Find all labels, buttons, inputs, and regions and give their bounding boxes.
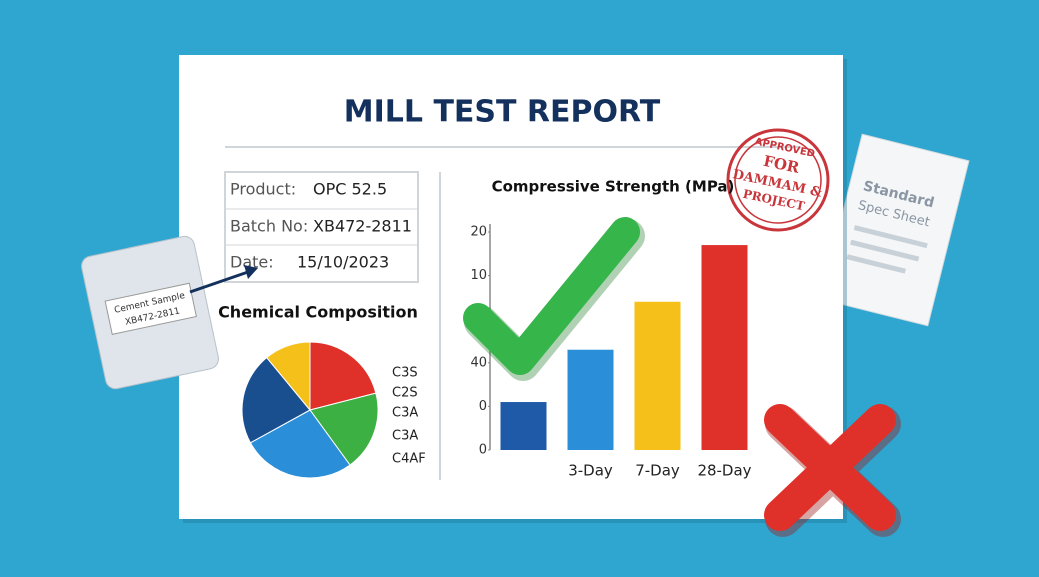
x-tick-label: 3-Day [568,462,613,480]
bar [567,349,614,450]
pie-slice [249,409,351,479]
bag-label [104,282,197,335]
pie-slice [265,341,311,412]
spec-rule [850,239,920,262]
y-tick-label: 40 [470,355,487,370]
pie-chart-title: Chemical Composition [218,303,418,322]
spec-rule [846,254,906,274]
y-tick-label: 10 [470,268,487,283]
stamp-ring [726,128,830,232]
info-box [224,171,419,283]
pie-slice [309,392,379,466]
pie-slice [309,341,377,411]
field-value: 15/10/2023 [297,253,389,272]
y-tick-label: 0 [479,399,487,414]
x-tick-label: 28-Day [697,462,751,480]
pie-slice [241,356,311,444]
y-tick-label: 20 [470,225,487,240]
legend-label: C2S [392,386,418,401]
check-mark [463,217,640,375]
arrow-head [244,265,258,279]
bar-chart-title: Compressive Strength (MPa) [492,178,735,196]
stamp-ring [734,136,822,224]
x-tick-label: 7-Day [635,462,680,480]
field-label: Date: [230,253,274,272]
legend-label: C3A [392,429,418,444]
arrow [189,270,249,294]
bar [634,301,681,450]
report-title: MILL TEST REPORT [344,95,661,130]
field-label: Product: [230,180,296,199]
legend-label: C3A [392,406,418,421]
field-value: XB472-2811 [313,217,412,236]
charts: 20 10 40 0 0 3-Day 7-Day 28-Day C3S C2S C3A C3A C4AF [241,224,752,480]
legend-label: C4AF [392,452,426,467]
spec-sheet: Standard Spec Sheet [820,133,970,327]
spec-rule [853,225,928,249]
field-value: OPC 52.5 [313,180,387,199]
sample-bag: Cement Sample XB472-2811 [81,235,219,390]
bar [500,402,547,450]
y-tick-label: 0 [479,443,487,458]
x-mark [764,404,896,531]
field-label: Batch No: [230,217,308,236]
legend-label: C3S [392,366,418,381]
bar [701,245,748,450]
